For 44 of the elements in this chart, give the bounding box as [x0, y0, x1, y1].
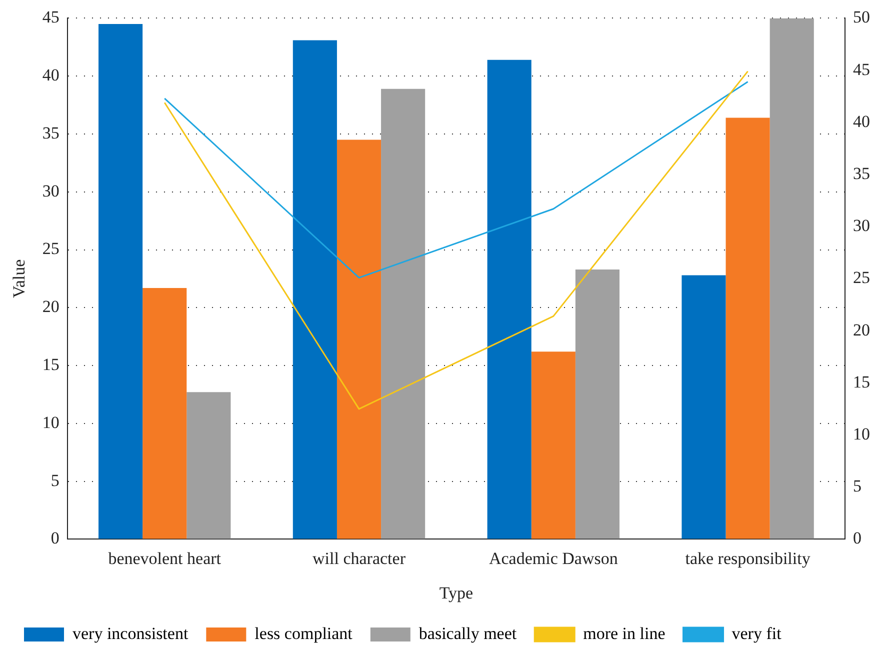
legend-label: very fit [732, 624, 782, 643]
y-tick-label: 5 [50, 470, 60, 490]
x-tick-label: take responsibility [685, 548, 811, 568]
y-tick-label: 0 [50, 528, 60, 548]
y2-tick-label: 50 [853, 8, 870, 27]
bar [142, 288, 187, 539]
bar [487, 60, 532, 539]
y-tick-label: 25 [42, 239, 60, 258]
bar [770, 18, 814, 539]
y-tick-label: 35 [42, 123, 60, 142]
bar [186, 392, 231, 539]
y-tick-label: 10 [42, 412, 60, 432]
bar [336, 140, 382, 539]
x-tick-label: Academic Dawson [488, 548, 618, 568]
legend-label: less compliant [254, 624, 353, 643]
y2-tick-label: 35 [853, 164, 870, 183]
y2-tick-label: 15 [853, 372, 870, 392]
bar [575, 269, 620, 539]
y2-tick-label: 5 [853, 476, 862, 496]
y2-tick-label: 45 [853, 60, 870, 79]
bar [292, 40, 337, 539]
y-tick-label: 40 [42, 66, 60, 85]
x-tick-label: benevolent heart [108, 548, 222, 568]
bar [726, 118, 770, 539]
y2-tick-label: 10 [853, 424, 870, 444]
y-tick-label: 45 [42, 8, 60, 27]
y2-tick-label: 25 [853, 268, 870, 288]
y-axis-title: Value [10, 259, 29, 298]
bar [682, 275, 726, 539]
legend-label: very inconsistent [72, 624, 188, 643]
y-tick-label: 20 [42, 297, 60, 316]
y2-tick-label: 30 [853, 216, 870, 236]
x-tick-label: will character [312, 548, 406, 568]
legend-label: basically meet [418, 624, 517, 643]
x-axis-title: Type [439, 583, 474, 602]
bar [98, 24, 143, 539]
bar [381, 88, 426, 539]
y-tick-label: 15 [42, 355, 60, 374]
y-tick-label: 30 [42, 181, 60, 200]
legend-label: more in line [583, 624, 666, 643]
y2-tick-label: 20 [853, 320, 870, 340]
y2-tick-label: 40 [853, 112, 870, 131]
bar [531, 352, 576, 539]
y2-tick-label: 0 [853, 528, 862, 548]
